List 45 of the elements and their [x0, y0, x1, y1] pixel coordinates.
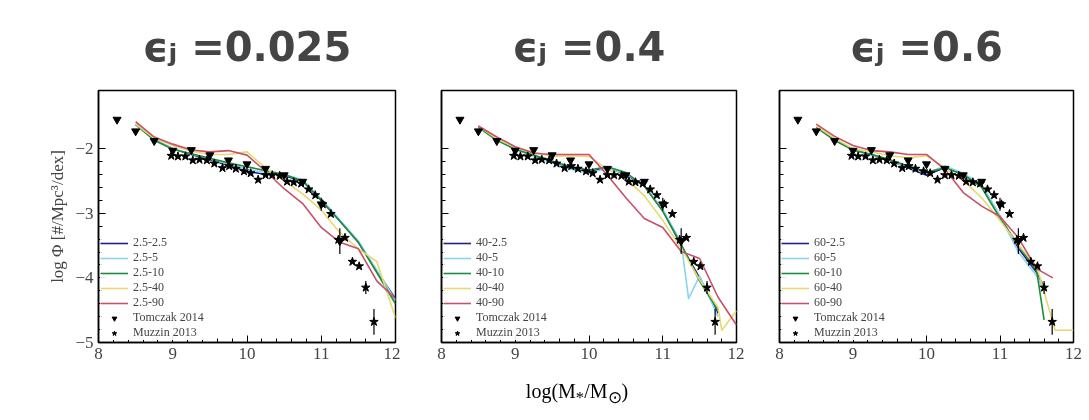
- legend-label: Muzzin 2013: [133, 325, 197, 340]
- legend-label: Tomczak 2014: [814, 310, 885, 325]
- x-tick-label: 12: [383, 343, 401, 363]
- legend-label: 60-10: [814, 265, 842, 280]
- legend-label: 40-40: [476, 280, 504, 295]
- chart-title: ϵⱼ =0.4: [512, 23, 666, 70]
- legend-label: 2.5-40: [133, 280, 164, 295]
- legend-label: 2.5-2.5: [133, 235, 167, 250]
- x-tick-label: 11: [313, 343, 330, 363]
- legend-label: 60-2.5: [814, 235, 845, 250]
- legend-label: 2.5-10: [133, 265, 164, 280]
- legend-label: 2.5-5: [133, 250, 158, 265]
- x-tick-label: 8: [775, 343, 784, 363]
- legend-label: 60-40: [814, 280, 842, 295]
- legend-label: 40-5: [476, 250, 498, 265]
- x-tick-label: 9: [168, 343, 177, 363]
- legend-label: 60-5: [814, 250, 836, 265]
- y-axis-title: log Φ [#/Mpc³/dex]: [48, 150, 68, 283]
- y-tick-label: −5: [75, 333, 94, 352]
- chart-title: ϵⱼ =0.025: [142, 23, 352, 70]
- y-tick-label: −4: [75, 268, 94, 288]
- y-tick-label: −3: [75, 203, 94, 223]
- x-tick-label: 9: [511, 343, 520, 363]
- x-tick-label: 8: [94, 343, 103, 363]
- legend-label: Muzzin 2013: [476, 325, 540, 340]
- x-tick-label: 12: [1065, 343, 1082, 363]
- x-tick-label: 8: [437, 343, 446, 363]
- x-tick-label: 11: [991, 343, 1009, 363]
- chart-title: ϵⱼ =0.6: [850, 23, 1003, 70]
- legend-label: 40-90: [476, 295, 504, 310]
- legend-label: 60-90: [814, 295, 842, 310]
- legend-label: 2.5-90: [133, 295, 164, 310]
- x-tick-label: 9: [848, 343, 858, 363]
- legend-label: Muzzin 2013: [814, 325, 878, 340]
- legend-label: Tomczak 2014: [133, 310, 204, 325]
- x-tick-label: 10: [918, 343, 935, 363]
- legend-label: Tomczak 2014: [476, 310, 547, 325]
- x-tick-label: 12: [727, 343, 745, 363]
- legend-label: 40-10: [476, 265, 504, 280]
- x-tick-label: 10: [238, 343, 256, 363]
- x-tick-label: 10: [580, 343, 598, 363]
- legend-label: 40-2.5: [476, 235, 507, 250]
- x-axis-title: log(M$_{*}$/M$_{⊙}$): [524, 379, 630, 409]
- y-tick-label: −2: [75, 139, 94, 159]
- x-tick-label: 11: [654, 343, 671, 363]
